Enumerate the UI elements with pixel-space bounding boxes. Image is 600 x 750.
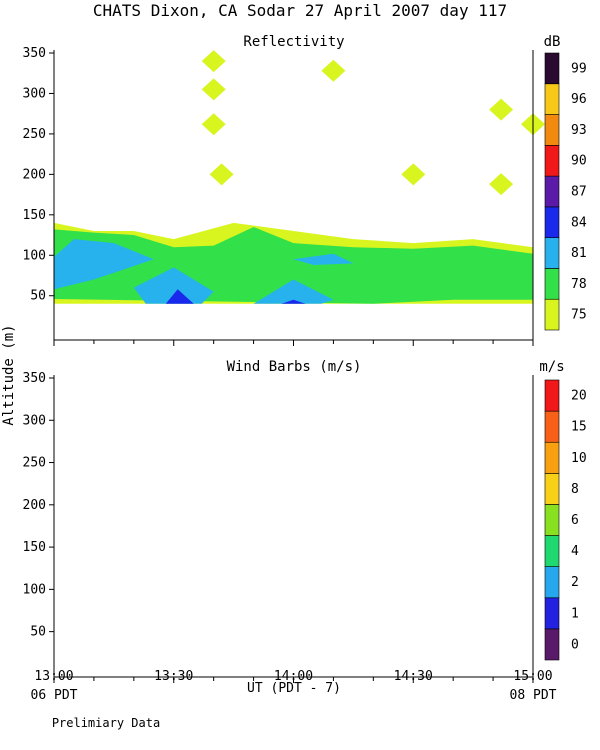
y-tick-label: 300 <box>23 86 46 101</box>
contour-blob-75-dB <box>201 113 226 136</box>
contour-region-81-dB <box>54 239 154 290</box>
x-tick-label: 13:30 <box>154 669 193 684</box>
y-tick-label: 150 <box>23 540 46 555</box>
colorbar-segment <box>544 268 560 300</box>
colorbar-tick-label: 2 <box>571 575 579 590</box>
colorbar-segment <box>544 379 560 412</box>
colorbar-tick-label: 93 <box>571 123 587 138</box>
colorbar-tick-label: 6 <box>571 513 579 528</box>
colorbar-tick-label: 84 <box>571 215 587 230</box>
colorbar-tick-label: 81 <box>571 246 587 261</box>
wind-colorbar-unit: m/s <box>539 359 564 375</box>
colorbar-tick-label: 87 <box>571 185 587 200</box>
colorbar-segment <box>544 628 560 661</box>
colorbar-segment <box>544 566 560 599</box>
colorbar-segment <box>544 145 560 177</box>
x-tick-label: 14:30 <box>394 669 433 684</box>
y-tick-label: 300 <box>23 413 46 428</box>
y-tick-label: 350 <box>23 46 46 61</box>
y-tick-label: 50 <box>30 625 46 640</box>
colorbar-tick-label: 0 <box>571 637 579 652</box>
contour-blob-75-dB <box>489 98 514 121</box>
local-end-label: 08 PDT <box>510 688 557 703</box>
preliminary-note: Prelimiary Data <box>52 716 160 730</box>
colorbar-segment <box>544 535 560 567</box>
contour-region-81-dB <box>253 279 334 304</box>
colorbar-segment <box>544 52 560 85</box>
y-tick-label: 250 <box>23 127 46 142</box>
y-axis-label: Altitude (m) <box>1 324 17 425</box>
wind-colorbar: 0 1 2 4 6 8 10 15 20 <box>544 379 587 661</box>
colorbar-segment <box>544 206 560 238</box>
colorbar-tick-label: 15 <box>571 420 587 435</box>
colorbar-segment <box>544 410 560 443</box>
local-start-label: 06 PDT <box>31 688 78 703</box>
reflectivity-y-axis: 50 100 150 200 250 300 350 <box>23 46 54 304</box>
y-tick-label: 150 <box>23 208 46 223</box>
y-tick-label: 350 <box>23 371 46 386</box>
colorbar-segment <box>544 504 560 536</box>
colorbar-segment <box>544 237 560 269</box>
y-tick-label: 100 <box>23 582 46 597</box>
colorbar-segment <box>544 473 560 505</box>
contour-blob-75-dB <box>489 173 514 196</box>
colorbar-tick-label: 8 <box>571 482 579 497</box>
colorbar-tick-label: 96 <box>571 92 587 107</box>
colorbar-segment <box>544 83 560 115</box>
x-tick-label: 14:00 <box>274 669 313 684</box>
colorbar-tick-label: 20 <box>571 389 587 404</box>
colorbar-tick-label: 4 <box>571 544 579 559</box>
contour-region-84-dB <box>165 289 194 304</box>
colorbar-tick-label: 99 <box>571 61 587 76</box>
x-axis: 13:00 13:30 14:00 14:30 15:00 <box>34 669 552 684</box>
wind-barbs-panel: Wind Barbs (m/s) m/s 5010015020025030035… <box>23 359 587 683</box>
wind-barbs-plot-area <box>53 375 534 683</box>
colorbar-tick-label: 1 <box>571 606 579 621</box>
x-axis-label: UT (PDT - 7) <box>247 681 341 696</box>
contour-region-84-dB <box>281 299 306 304</box>
reflectivity-colorbar: 75 78 81 84 87 90 93 96 99 <box>544 52 587 331</box>
colorbar-segment <box>544 597 560 630</box>
colorbar-tick-label: 78 <box>571 277 587 292</box>
contour-region-81-dB <box>293 253 354 265</box>
y-tick-label: 200 <box>23 498 46 513</box>
contour-blob-75-dB <box>201 78 226 101</box>
reflectivity-colorbar-unit: dB <box>544 34 561 50</box>
chart-title: CHATS Dixon, CA Sodar 27 April 2007 day … <box>93 1 507 20</box>
colorbar-segment <box>544 441 560 474</box>
colorbar-tick-label: 10 <box>571 451 587 466</box>
colorbar-tick-label: 75 <box>571 308 587 323</box>
y-tick-label: 250 <box>23 456 46 471</box>
contour-blob-75-dB <box>209 163 234 186</box>
colorbar-segment <box>544 114 560 146</box>
contour-blob-75-dB <box>401 163 426 186</box>
colorbar-tick-label: 90 <box>571 154 587 169</box>
reflectivity-title: Reflectivity <box>243 34 344 50</box>
contour-blob-75-dB <box>321 59 346 82</box>
x-tick-label: 15:00 <box>513 669 552 684</box>
reflectivity-plot-area <box>53 50 545 346</box>
wind-barbs-title: Wind Barbs (m/s) <box>227 359 362 375</box>
contour-blob-75-dB <box>201 50 226 73</box>
contour-region-81-dB <box>133 267 214 304</box>
x-tick-label: 13:00 <box>34 669 73 684</box>
wind-y-axis: 50 100 150 200 250 300 350 <box>23 371 54 640</box>
y-tick-label: 100 <box>23 248 46 263</box>
y-tick-label: 50 <box>30 289 46 304</box>
y-tick-label: 200 <box>23 167 46 182</box>
colorbar-segment <box>544 175 560 208</box>
colorbar-segment <box>544 298 560 331</box>
